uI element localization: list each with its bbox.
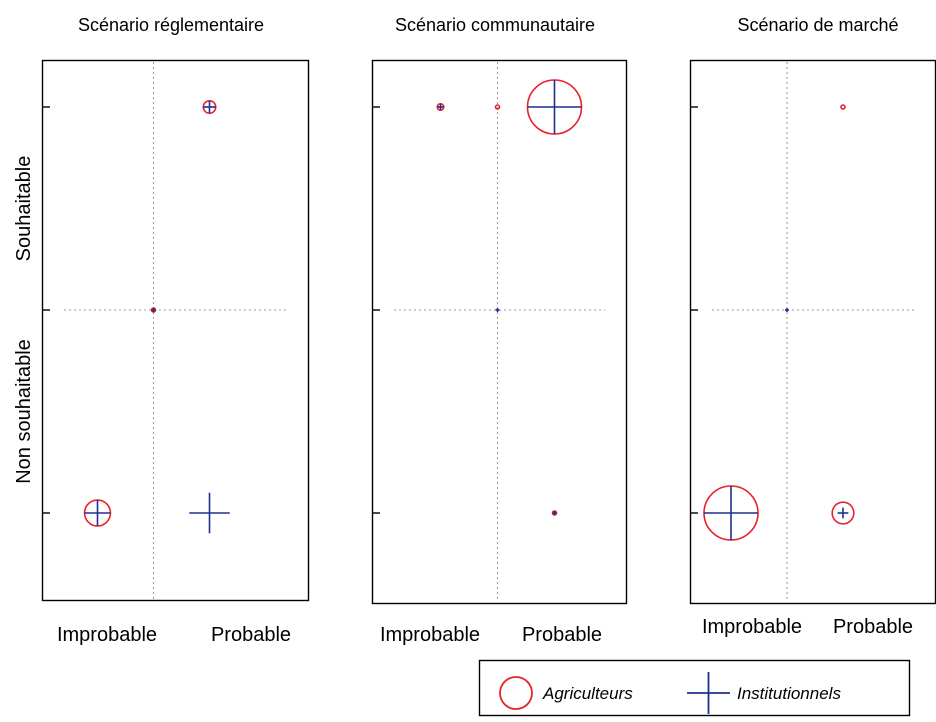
legend-agriculteurs-marker <box>499 676 533 710</box>
legend-institutionnels-label: Institutionnels <box>737 684 841 703</box>
x-tick-label-probable: Probable <box>211 624 291 646</box>
institutionnels-point <box>785 308 789 312</box>
chart-title: Scénario communautaire <box>395 15 595 35</box>
agriculteurs-point <box>494 104 501 110</box>
institutionnels-point <box>495 308 500 312</box>
plot-frame <box>41 59 310 602</box>
x-tick-label-probable: Probable <box>833 616 913 638</box>
institutionnels-point <box>552 511 557 515</box>
legend-box <box>478 659 911 717</box>
chart-title: Scénario réglementaire <box>78 15 264 35</box>
legend-institutionnels-marker <box>687 672 730 714</box>
institutionnels-point <box>151 308 156 312</box>
agriculteurs-point <box>840 104 846 110</box>
legend-agriculteurs-label: Agriculteurs <box>542 684 633 703</box>
y-tick-label-souhaitable: Souhaitable <box>13 156 35 262</box>
panel-2: Scénario de marché Improbable Probable <box>689 15 936 638</box>
institutionnels-point <box>189 492 230 534</box>
plot-frame <box>371 59 628 605</box>
chart-title: Scénario de marché <box>737 15 898 35</box>
legend: Agriculteurs Institutionnels <box>478 659 911 717</box>
agriculteurs-point <box>831 501 855 525</box>
institutionnels-point <box>84 500 111 526</box>
institutionnels-point <box>527 80 582 134</box>
y-tick-label-non-souhaitable: Non souhaitable <box>13 339 35 484</box>
x-tick-label-improbable: Improbable <box>380 624 480 646</box>
x-tick-label-improbable: Improbable <box>57 624 157 646</box>
institutionnels-point <box>437 103 444 111</box>
institutionnels-point <box>837 507 849 519</box>
plot-frame <box>689 59 936 605</box>
panel-1: Scénario communautaire Improbable Probable <box>371 15 628 646</box>
x-tick-label-improbable: Improbable <box>702 616 802 638</box>
panel-0: Scénario réglementaire Improbable Probable… <box>13 15 310 646</box>
x-tick-label-probable: Probable <box>522 624 602 646</box>
institutionnels-point <box>203 100 216 114</box>
institutionnels-point <box>704 486 758 540</box>
